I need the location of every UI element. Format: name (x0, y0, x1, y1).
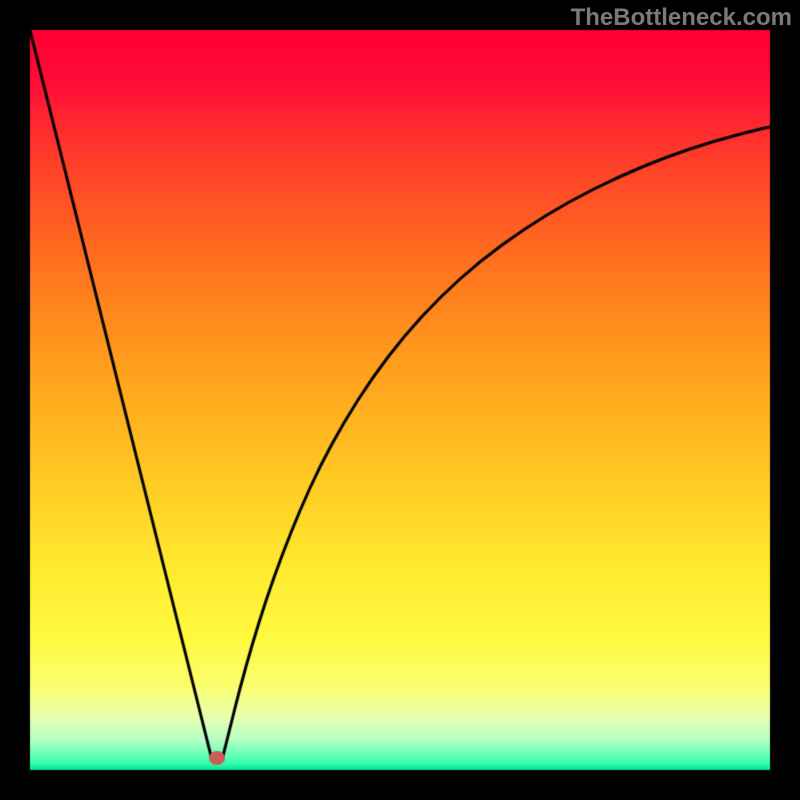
bottleneck-curve (0, 0, 800, 800)
chart-container: TheBottleneck.com (0, 0, 800, 800)
